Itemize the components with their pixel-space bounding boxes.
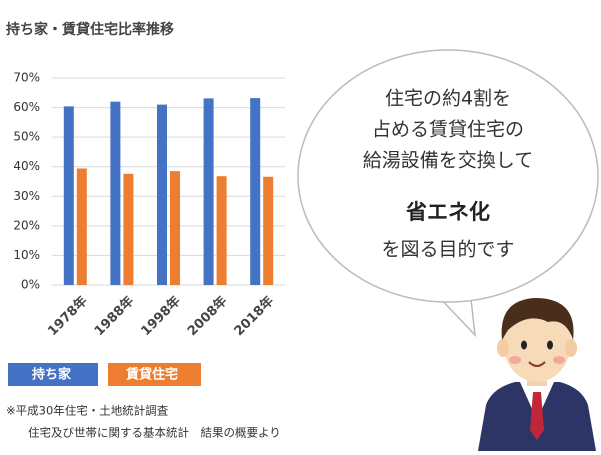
- legend-swatch: [8, 363, 98, 386]
- y-tick-label: 10%: [13, 248, 40, 262]
- hair: [501, 298, 574, 340]
- bar: [203, 98, 214, 285]
- bubble-body: [297, 49, 599, 303]
- bar: [63, 106, 74, 285]
- y-tick-label: 20%: [13, 218, 40, 232]
- x-tick-label: 1978年: [45, 293, 91, 339]
- bar: [216, 176, 227, 285]
- chart-title: 持ち家・賃貸住宅比率推移: [6, 21, 174, 38]
- cheek: [553, 356, 565, 364]
- x-tick-label: 2018年: [231, 293, 277, 339]
- bar: [170, 171, 180, 285]
- mouth: [528, 361, 546, 367]
- bar: [110, 101, 121, 286]
- bar: [250, 98, 261, 285]
- bar: [157, 104, 167, 285]
- callout-line: 占める賃貸住宅の: [372, 119, 524, 141]
- legend-label: 賃貸住宅: [125, 367, 178, 383]
- x-tick-label: 1988年: [91, 293, 137, 339]
- bubble-joint: [439, 292, 471, 298]
- eye: [521, 340, 527, 350]
- y-tick-label: 70%: [13, 71, 40, 85]
- footnote: 住宅及び世帯に関する基本統計 結果の概要より: [28, 426, 281, 440]
- y-tick-label: 60%: [13, 100, 40, 114]
- callout-line: 住宅の約4割を: [385, 88, 511, 110]
- eye: [547, 340, 553, 350]
- ear: [565, 339, 577, 357]
- x-tick-label: 1998年: [138, 293, 184, 339]
- callout-line: 給湯設備を交換して: [363, 150, 533, 172]
- x-tick-label: 2008年: [184, 293, 230, 339]
- callout-emphasis: 省エネ化: [405, 200, 490, 224]
- person-illustration: [478, 298, 596, 451]
- speech-bubble: [297, 49, 599, 338]
- y-tick-label: 50%: [13, 130, 40, 144]
- legend-swatch: [108, 363, 201, 386]
- y-tick-label: 0%: [21, 278, 40, 292]
- y-tick-label: 30%: [13, 189, 40, 203]
- legend-label: 持ち家: [32, 367, 72, 383]
- cheek: [509, 356, 521, 364]
- footnote: ※平成30年住宅・土地統計調査: [6, 404, 169, 418]
- bar: [263, 176, 274, 285]
- callout-closing: を図る目的です: [381, 239, 514, 261]
- bar: [123, 173, 134, 285]
- y-tick-label: 40%: [13, 159, 40, 173]
- bar: [76, 168, 87, 285]
- ear: [497, 339, 509, 357]
- tie: [530, 392, 544, 440]
